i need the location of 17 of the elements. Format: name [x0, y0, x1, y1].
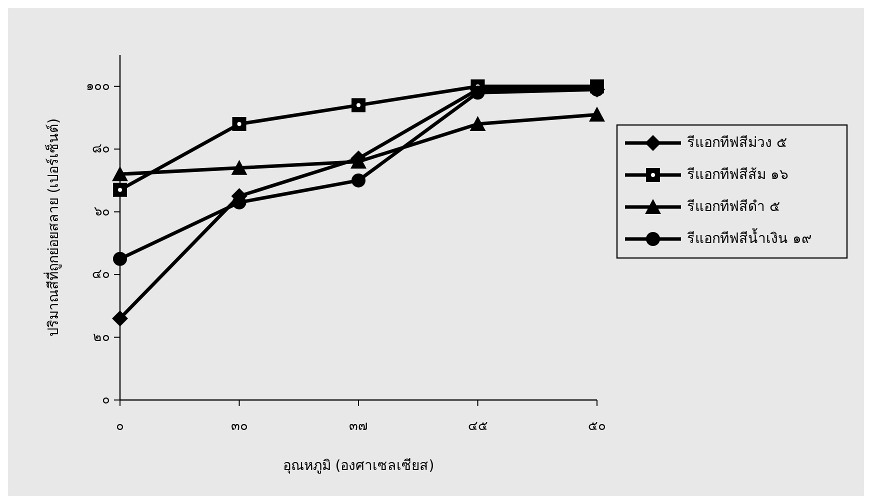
legend-label: รีแอกทีฟสีน้ำเงิน ๑๙ — [687, 228, 812, 247]
legend-label: รีแอกทีฟสีม่วง ๕ — [687, 135, 788, 151]
y-axis-title: ปริมาณสีที่ถูกย่อยสลาย (เปอร์เซ็นต์) — [44, 118, 62, 337]
y-tick-label: ๑๐๐ — [86, 78, 110, 94]
y-tick-label: ๐ — [102, 392, 110, 408]
y-tick-label: ๘๐ — [92, 142, 110, 157]
y-tick-label: ๔๐ — [92, 267, 110, 282]
x-axis-title: อุณหภูมิ (องศาเซลเซียส) — [282, 458, 434, 474]
legend-label: รีแอกทีฟสีดำ ๕ — [687, 199, 780, 215]
legend-label: รีแอกทีฟสีส้ม ๑๖ — [687, 167, 788, 183]
x-tick-label: ๓๗ — [349, 419, 368, 434]
y-tick-label: ๒๐ — [93, 330, 110, 345]
x-tick-label: ๐ — [116, 419, 124, 434]
x-tick-label: ๕๐ — [588, 419, 606, 434]
y-tick-label: ๖๐ — [94, 204, 110, 220]
x-tick-label: ๓๐ — [230, 419, 248, 434]
x-tick-label: ๔๕ — [468, 419, 488, 434]
